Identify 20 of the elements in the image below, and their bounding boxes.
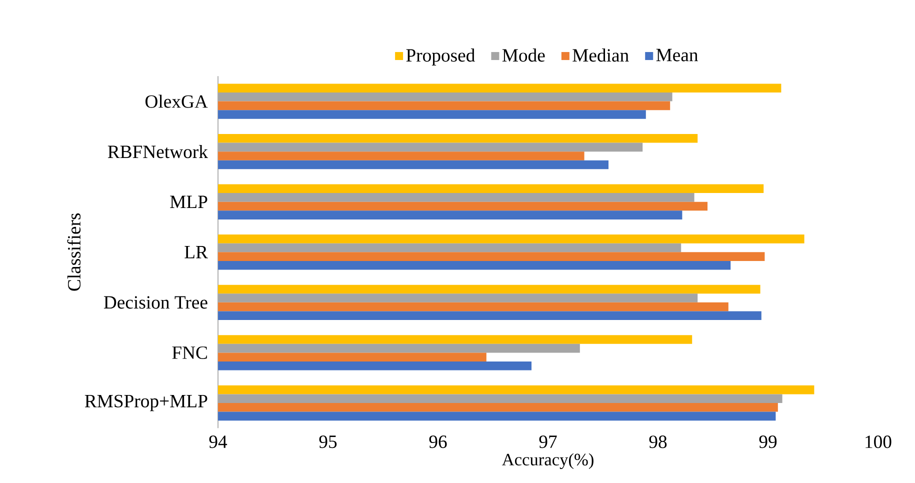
x-tick-label: 94 xyxy=(209,436,228,448)
legend-label: Median xyxy=(572,48,629,62)
y-tick-label: LR xyxy=(184,246,208,258)
y-axis-title: Classifiers xyxy=(67,213,81,291)
x-tick-label: 97 xyxy=(539,436,557,448)
x-tick-label: 95 xyxy=(319,436,337,448)
x-tick-label: 96 xyxy=(429,436,447,448)
y-tick-label: MLP xyxy=(170,196,208,208)
y-tick-label: RMSProp+MLP xyxy=(84,394,208,412)
legend-label: Mean xyxy=(656,48,698,62)
y-tick-label: FNC xyxy=(172,346,207,359)
x-tick-label: 99 xyxy=(759,436,777,448)
x-tick-label: 98 xyxy=(649,436,667,448)
x-tick-label: 100 xyxy=(866,436,892,448)
y-tick-label: Decision Tree xyxy=(104,296,208,309)
legend-label: Mode xyxy=(502,48,545,62)
x-axis-title: Accuracy(%) xyxy=(502,453,594,470)
y-tick-label: OlexGA xyxy=(145,94,208,108)
y-tick-label: RBFNetwork xyxy=(108,144,208,158)
legend-label: Proposed xyxy=(406,48,475,66)
